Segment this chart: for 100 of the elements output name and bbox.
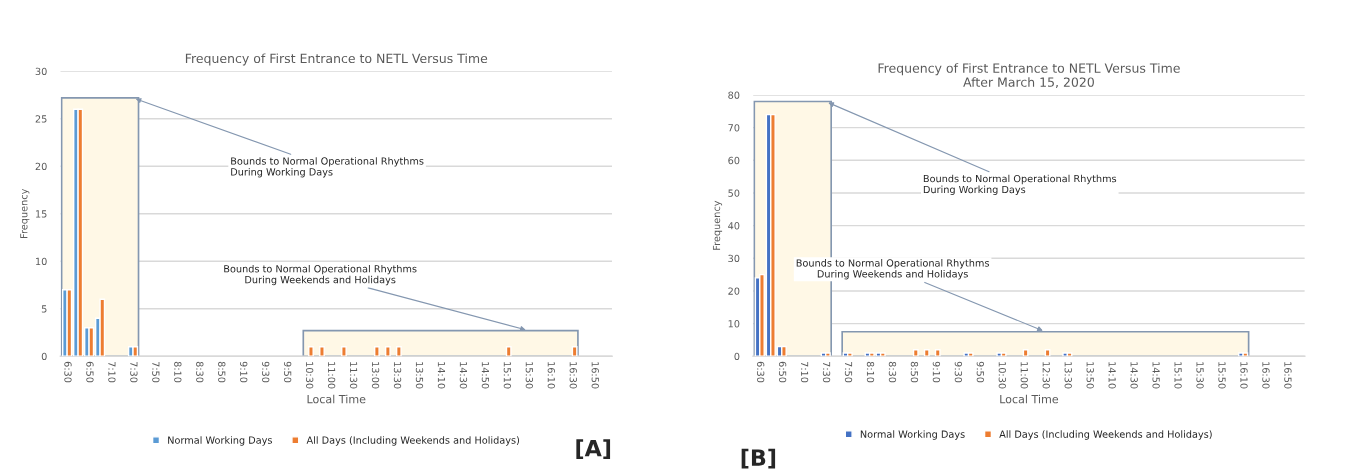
x-tick-label: 13:30 (393, 362, 402, 389)
x-tick-label: 6:50 (86, 361, 94, 383)
bar (1062, 352, 1069, 357)
annotation: Bounds to Normal Operational Rhythms During Working Days (923, 174, 1117, 196)
x-tick-label: 16:30 (569, 362, 577, 389)
x-tick-label: 13:50 (1086, 362, 1094, 389)
x-tick-label: 8:30 (196, 361, 204, 383)
bar (846, 352, 853, 357)
x-tick-label: 15:30 (1196, 362, 1204, 389)
x-tick-label: 8:50 (910, 361, 919, 383)
bar (923, 349, 930, 357)
y-tick-label: 30 (728, 254, 740, 263)
y-tick-label: 5 (41, 305, 47, 313)
x-tick-label: 15:10 (1174, 362, 1182, 389)
y-tick-label: 60 (728, 156, 740, 165)
x-tick-label: 16:50 (1284, 362, 1292, 389)
x-tick-label: 15:50 (1218, 362, 1226, 389)
x-tick-label: 6:30 (756, 361, 765, 383)
x-tick-label: 13:00 (371, 362, 380, 389)
chart-title: Frequency of First Entrance to NETL Versus Time After March 15, 2020 (878, 63, 1180, 89)
bar (879, 352, 886, 357)
bar (571, 346, 578, 357)
x-tick-label: 11:30 (349, 362, 358, 389)
x-tick-label: 9:50 (284, 361, 292, 383)
bar (132, 346, 139, 357)
x-tick-label: 8:30 (888, 361, 897, 383)
bar (963, 352, 970, 357)
x-tick-label: 9:30 (262, 361, 270, 383)
x-tick-label: 8:10 (174, 361, 182, 383)
text: [B] (741, 448, 776, 469)
bar (505, 346, 512, 357)
y-tick-label: 0 (734, 352, 740, 361)
x-tick-label: 6:30 (64, 361, 72, 383)
annotation: Bounds to Normal Operational Rhythms During Weekends and Holidays (224, 264, 417, 286)
bar (1000, 352, 1007, 357)
x-tick-label: 12:30 (1042, 362, 1050, 389)
y-tick-label: 10 (728, 320, 740, 328)
x-tick-label: 8:10 (866, 361, 875, 383)
y-axis-title: Frequency (20, 188, 30, 238)
bar (384, 346, 391, 357)
legend-label: Normal Working Days (168, 436, 273, 446)
bar (781, 345, 787, 357)
x-tick-label: 16:10 (1240, 362, 1248, 389)
annotation: Bounds to Normal Operational Rhythms During Working Days (231, 157, 424, 178)
x-tick-label: 6:50 (778, 361, 787, 383)
x-tick-label: 10:30 (998, 362, 1006, 389)
y-tick-label: 70 (728, 124, 740, 132)
x-tick-label: 7:10 (800, 361, 809, 383)
bar (99, 298, 106, 357)
x-tick-label: 10:30 (305, 362, 314, 389)
x-tick-label: 9:10 (240, 361, 248, 383)
legend-label: All Days (Including Weekends and Holidays) (999, 430, 1212, 440)
x-tick-label: 9:50 (976, 361, 985, 383)
bar (934, 349, 941, 357)
y-tick-label: 10 (36, 257, 47, 266)
x-tick-label: 11:00 (327, 362, 336, 389)
y-tick-label: 15 (36, 210, 47, 218)
bar (308, 346, 314, 357)
x-tick-label: 7:10 (108, 361, 116, 383)
bar (1242, 352, 1249, 357)
x-tick-label: 13:50 (415, 362, 424, 389)
x-tick-label: 14:10 (1108, 362, 1116, 389)
y-tick-label: 50 (728, 189, 740, 197)
x-tick-label: 9:10 (932, 361, 941, 383)
annotation: Bounds to Normal Operational Rhythms During Weekends and Holidays (796, 259, 989, 280)
x-tick-label: 14:10 (437, 362, 446, 389)
x-axis-title: Local Time (1000, 394, 1059, 404)
bar (341, 346, 347, 357)
bar (374, 346, 380, 357)
x-tick-label: 8:50 (218, 361, 226, 383)
y-axis-title: Frequency (712, 200, 723, 250)
x-tick-label: 14:30 (459, 362, 468, 389)
x-tick-label: 7:50 (152, 361, 160, 383)
bar (1066, 352, 1073, 357)
y-tick-label: 20 (35, 162, 47, 171)
x-tick-label: 16:30 (1262, 362, 1270, 389)
x-axis-title: Local Time (307, 394, 366, 404)
x-tick-label: 14:50 (481, 362, 490, 389)
x-tick-label: 7:30 (130, 361, 138, 383)
y-tick-label: 20 (728, 287, 740, 295)
bar (319, 346, 325, 357)
y-tick-label: 0 (41, 352, 47, 361)
x-tick-label: 16:10 (547, 362, 555, 389)
x-tick-label: 13:30 (1064, 362, 1072, 389)
legend-label: Normal Working Days (860, 430, 965, 440)
text: [A] (576, 439, 611, 460)
y-tick-label: 80 (728, 91, 740, 99)
x-tick-label: 16:50 (591, 362, 599, 389)
chart-title: Frequency of First Entrance to NETL Versus Time (185, 53, 488, 66)
x-tick-label: 7:50 (844, 361, 853, 383)
x-tick-label: 15:10 (503, 362, 512, 389)
x-tick-label: 14:50 (1152, 362, 1160, 389)
bar (395, 346, 402, 357)
bar (1022, 349, 1029, 357)
y-tick-label: 30 (35, 67, 47, 76)
x-tick-label: 15:30 (525, 362, 534, 389)
y-tick-label: 40 (728, 222, 740, 230)
bar (967, 352, 974, 357)
bar (825, 352, 831, 357)
x-tick-label: 7:30 (822, 361, 831, 383)
